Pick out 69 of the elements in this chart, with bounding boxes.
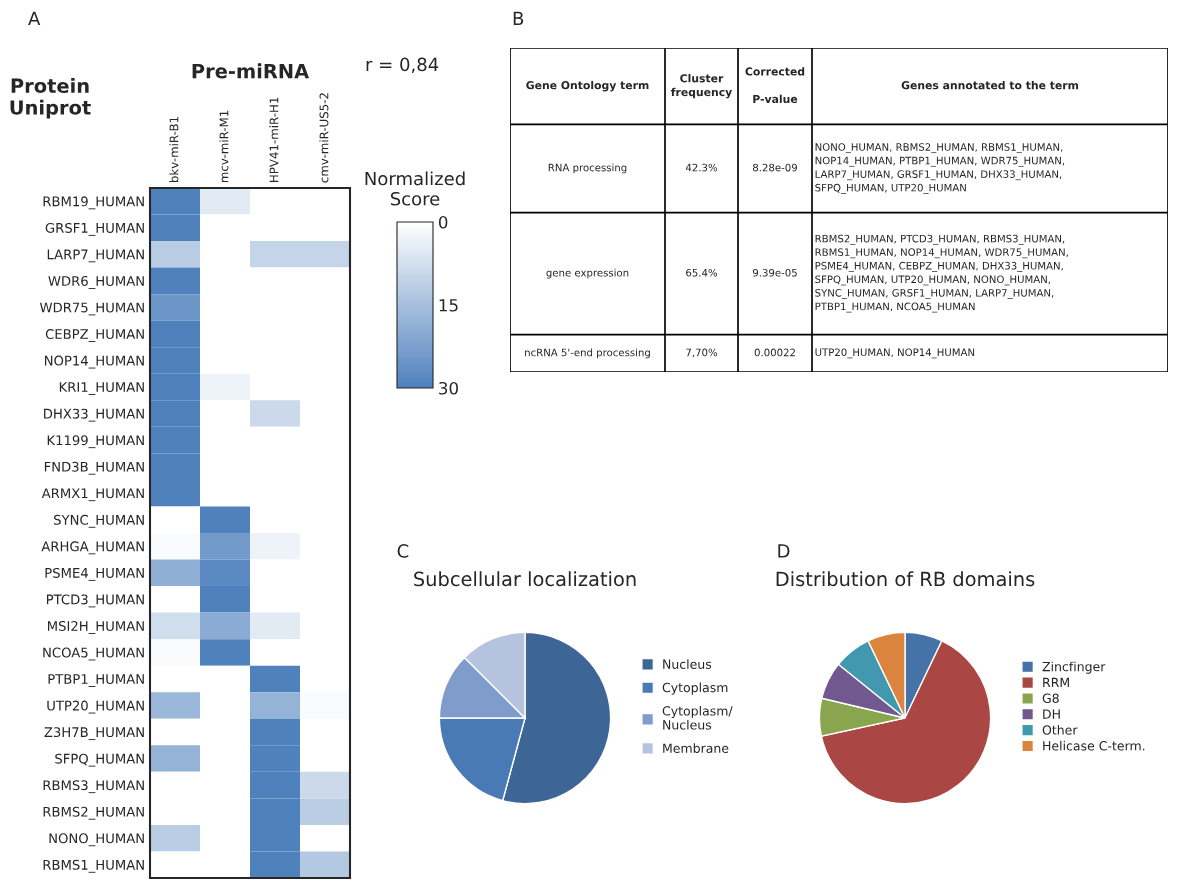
y-tick-label: SYNC_HUMAN (54, 514, 144, 528)
x-tick-label: HPV41-miR-H1 (269, 97, 279, 182)
x-tick-label: bkv-miR-B1 (169, 117, 179, 183)
text: gene expression (546, 268, 629, 279)
y-tick-label: WDR75_HUMAN (39, 302, 144, 316)
color-bar-label: 0 (438, 215, 448, 229)
y-tick-label: UTP20_HUMAN (47, 700, 144, 714)
legend-label: Other (1042, 725, 1078, 735)
legend-label: Cytoplasm/ Nucleus (662, 705, 733, 730)
legend-label: RRM (1043, 677, 1069, 687)
text: RBMS2_HUMAN, PTCD3_HUMAN, RBMS3_HUMAN, RBMS1_HUMAN, NOP14_HUMAN, WDR75_HUMAN, PSME4_HUMAN, CEBPZ_HUMAN, DHX33_HUMAN, SFPQ_HUMAN, UTP20_HUMAN, NONO_HUMAN, SYNC_HUMAN, GRSF1_HUMAN, LARP7_HUMAN, PTBP1_HUMAN, NCOA5_HUMAN (815, 234, 1068, 313)
text: UTP20_HUMAN, NOP14_HUMAN (815, 348, 975, 359)
legend-label: DH (1043, 709, 1060, 719)
category-label: Genes annotated to the term (901, 80, 1079, 90)
chart-title: Subcellular localization (414, 571, 636, 587)
legend-label: Cytoplasm (662, 682, 728, 695)
text: r = 0,84 (366, 57, 439, 74)
text: 42.3% (685, 163, 718, 172)
text: 65.4% (686, 268, 718, 277)
legend-label: G8 (1042, 693, 1059, 703)
y-tick-label: NOP14_HUMAN (44, 355, 144, 369)
y-tick-label: PTCD3_HUMAN (46, 594, 144, 608)
text: D (778, 544, 790, 558)
y-tick-label: RBM19_HUMAN (43, 196, 144, 210)
x-tick-label: cmv-miR-US5-2 (319, 93, 329, 183)
y-tick-label: CEBPZ_HUMAN (45, 329, 144, 342)
chart-title: Distribution of RB domains (776, 571, 1035, 587)
text: 7,70% (686, 348, 718, 358)
y-tick-label: KRI1_HUMAN (59, 382, 144, 395)
y-tick-label: NCOA5_HUMAN (43, 647, 144, 661)
legend-label: Nucleus (663, 659, 712, 669)
text: 9.39e-05 (752, 268, 797, 277)
y-tick-label: ARMX1_HUMAN (41, 488, 144, 502)
y-tick-label: LARP7_HUMAN (47, 249, 144, 263)
y-tick-label: RBMS3_HUMAN (43, 780, 144, 794)
legend-label: Zincfinger (1042, 661, 1106, 674)
y-tick-label: PTBP1_HUMAN (48, 674, 144, 687)
text: A (28, 11, 41, 25)
y-tick-label: RBMS2_HUMAN (43, 806, 144, 820)
y-tick-label: Z3H7B_HUMAN (44, 727, 144, 741)
legend-label: Membrane (663, 743, 729, 753)
category-label: Cluster frequency (671, 73, 733, 99)
y-tick-label: PSME4_HUMAN (45, 567, 144, 581)
y-tick-label: K1199_HUMAN (47, 435, 144, 449)
text: C (397, 544, 409, 558)
text: NONO_HUMAN, RBMS2_HUMAN, RBMS1_HUMAN, NOP14_HUMAN, PTBP1_HUMAN, WDR75_HUMAN, LARP7_HUMAN, GRSF1_HUMAN, DHX33_HUMAN, SFPQ_HUMAN, UTP20_HUMAN (815, 143, 1065, 194)
y-tick-label: GRSF1_HUMAN (45, 222, 144, 236)
category-label: Gene Ontology term (526, 80, 649, 92)
text: B (513, 11, 524, 25)
y-tick-label: DHX33_HUMAN (44, 408, 144, 422)
y-tick-label: RBMS1_HUMAN (43, 859, 144, 873)
text: 0.00022 (754, 348, 795, 357)
y-tick-label: MSI2H_HUMAN (48, 620, 144, 634)
color-bar-label: 30 (439, 381, 458, 395)
x-axis-title: Pre-miRNA (192, 63, 310, 79)
y-tick-label: ARHGA_HUMAN (41, 541, 144, 555)
y-axis-title: Protein Uniprot (10, 78, 91, 119)
x-tick-label: mcv-miR-M1 (219, 110, 229, 183)
y-tick-label: WDR6_HUMAN (48, 275, 144, 289)
text: 8.28e-09 (753, 163, 797, 172)
legend-label: Helicase C-term. (1043, 740, 1145, 751)
text: ncRNA 5'-end processing (525, 348, 650, 359)
y-tick-label: SFPQ_HUMAN (55, 753, 144, 767)
color-bar-label: 15 (439, 299, 458, 312)
y-tick-label: NONO_HUMAN (49, 833, 144, 847)
color-bar-title: Normalized Score (365, 171, 465, 206)
category-label: Corrected P-value (745, 67, 805, 104)
y-tick-label: FND3B_HUMAN (44, 461, 144, 475)
text: RNA processing (548, 163, 627, 174)
